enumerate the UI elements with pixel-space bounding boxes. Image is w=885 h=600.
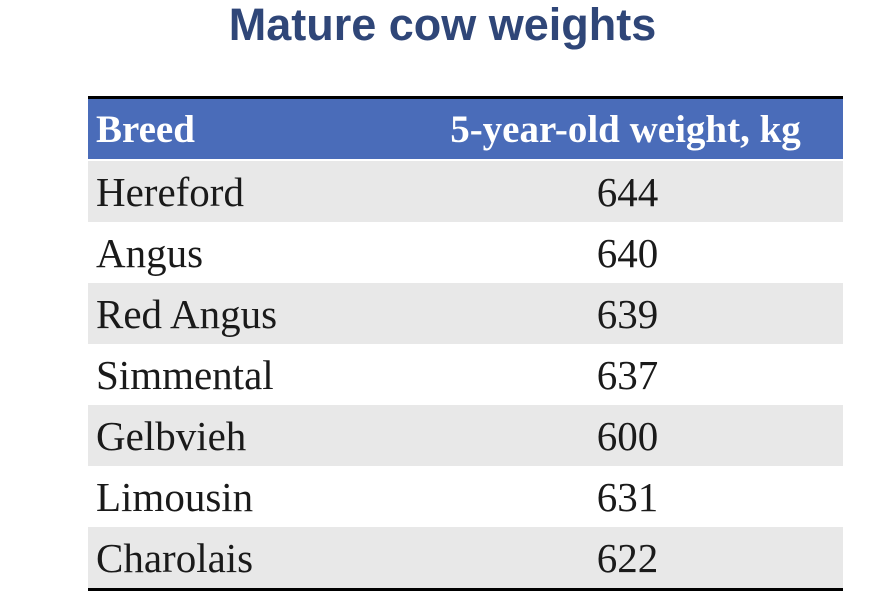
- table-body: Hereford 644 Angus 640 Red Angus 639 Sim…: [88, 161, 843, 588]
- table-row: Simmental 637: [88, 344, 843, 405]
- weight-cell: 644: [596, 168, 659, 215]
- table-row: Red Angus 639: [88, 283, 843, 344]
- breed-cell: Red Angus: [96, 290, 278, 337]
- table-row: Limousin 631: [88, 466, 843, 527]
- breed-cell: Hereford: [96, 168, 244, 215]
- breed-cell: Limousin: [96, 473, 254, 520]
- weight-cell: 600: [596, 412, 659, 459]
- page-title: Mature cow weights: [228, 0, 657, 50]
- weight-cell: 631: [596, 473, 659, 520]
- header-breed: Breed: [96, 107, 195, 151]
- breed-cell: Simmental: [96, 351, 274, 398]
- header-weight: 5-year-old weight, kg: [450, 107, 801, 151]
- table-header-row: Breed 5-year-old weight, kg: [88, 99, 843, 161]
- weight-cell: 637: [596, 351, 659, 398]
- table-row: Charolais 622: [88, 527, 843, 588]
- weight-cell: 622: [596, 534, 659, 581]
- weight-cell: 639: [596, 290, 659, 337]
- table-row: Hereford 644: [88, 161, 843, 222]
- weight-cell: 640: [596, 229, 659, 276]
- cow-weights-table: Breed 5-year-old weight, kg Hereford 644…: [88, 96, 843, 591]
- breed-cell: Gelbvieh: [96, 412, 247, 459]
- breed-cell: Charolais: [96, 534, 254, 581]
- breed-cell: Angus: [96, 229, 204, 276]
- table-row: Gelbvieh 600: [88, 405, 843, 466]
- table-row: Angus 640: [88, 222, 843, 283]
